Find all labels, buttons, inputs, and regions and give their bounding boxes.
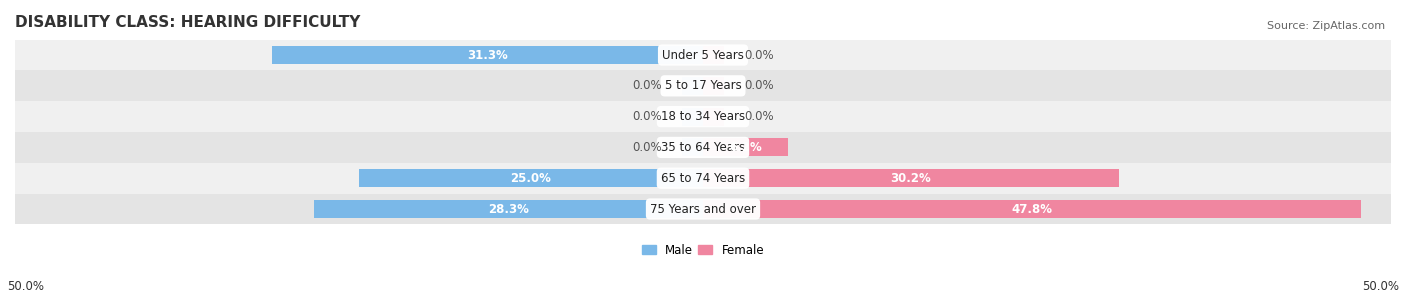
Text: 28.3%: 28.3% [488,203,529,216]
Bar [15,132,1391,163]
Text: 31.3%: 31.3% [467,48,508,62]
Bar [359,169,703,187]
Text: 50.0%: 50.0% [7,280,44,293]
Text: 0.0%: 0.0% [744,48,773,62]
Text: 35 to 64 Years: 35 to 64 Years [661,141,745,154]
Bar [15,194,1391,224]
Text: 25.0%: 25.0% [510,172,551,185]
Text: DISABILITY CLASS: HEARING DIFFICULTY: DISABILITY CLASS: HEARING DIFFICULTY [15,15,360,30]
Bar [314,200,703,218]
Bar [703,200,1361,218]
Bar [15,70,1391,101]
Bar [15,101,1391,132]
Text: 47.8%: 47.8% [1011,203,1052,216]
Bar [682,138,703,156]
Bar [682,77,703,95]
Text: 0.0%: 0.0% [744,110,773,123]
Text: 65 to 74 Years: 65 to 74 Years [661,172,745,185]
Text: 5 to 17 Years: 5 to 17 Years [665,79,741,92]
Text: 30.2%: 30.2% [890,172,931,185]
Text: 0.0%: 0.0% [633,110,662,123]
Bar [682,108,703,126]
Text: 0.0%: 0.0% [633,141,662,154]
Text: Under 5 Years: Under 5 Years [662,48,744,62]
Bar [703,46,724,64]
Text: 50.0%: 50.0% [1362,280,1399,293]
Text: 0.0%: 0.0% [744,79,773,92]
Bar [15,40,1391,70]
Legend: Male, Female: Male, Female [637,239,769,261]
Bar [703,77,724,95]
Text: 75 Years and over: 75 Years and over [650,203,756,216]
Bar [703,108,724,126]
Bar [273,46,703,64]
Text: Source: ZipAtlas.com: Source: ZipAtlas.com [1267,21,1385,31]
Text: 6.2%: 6.2% [730,141,762,154]
Bar [703,138,789,156]
Text: 18 to 34 Years: 18 to 34 Years [661,110,745,123]
Bar [15,163,1391,194]
Text: 0.0%: 0.0% [633,79,662,92]
Bar [703,169,1119,187]
